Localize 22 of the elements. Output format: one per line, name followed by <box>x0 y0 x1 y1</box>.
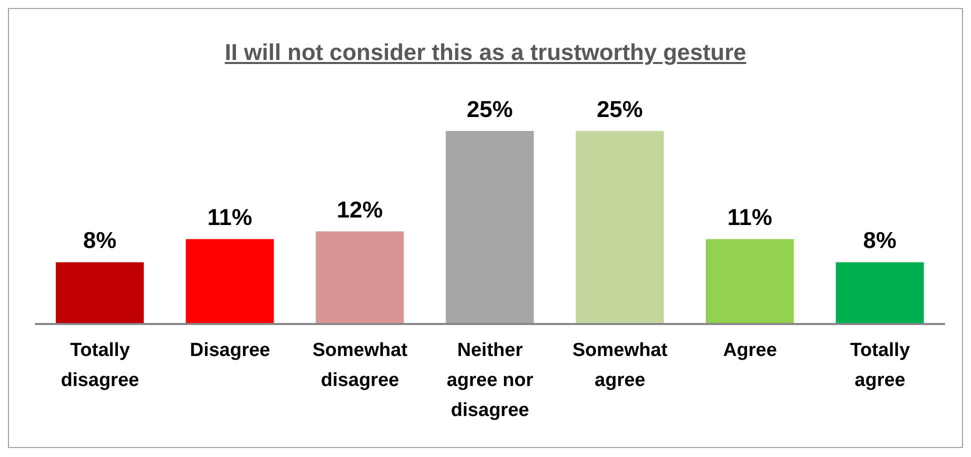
data-label: 11% <box>207 204 252 230</box>
x-tick-label: Neither agree nor disagree <box>446 340 534 421</box>
bar <box>706 239 794 324</box>
x-tick-label: Disagree <box>190 340 270 361</box>
data-label: 8% <box>83 227 116 254</box>
bar <box>446 131 534 324</box>
data-label: 25% <box>466 96 513 122</box>
x-tick-label: Totally disagree <box>60 340 140 391</box>
bar <box>576 131 664 324</box>
bar <box>56 262 144 324</box>
data-label: 12% <box>336 196 383 222</box>
data-label: 8% <box>863 227 896 254</box>
x-tick-label: Somewhat disagree <box>312 340 408 391</box>
x-tick-label: Totally agree <box>850 340 910 391</box>
chart-title: II will not consider this as a trustworthy gesture <box>224 38 748 67</box>
x-tick-label: Somewhat agree <box>572 340 668 391</box>
data-label: 25% <box>596 96 643 122</box>
bar <box>186 239 274 324</box>
bar <box>316 231 404 324</box>
data-label: 11% <box>727 204 772 230</box>
bar <box>836 262 924 324</box>
x-tick-label: Agree <box>723 340 777 361</box>
